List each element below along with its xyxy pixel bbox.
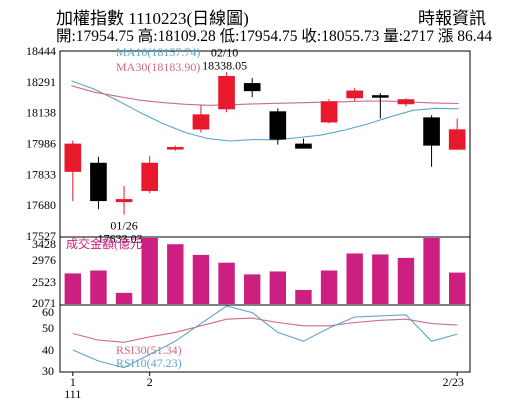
candle-body [448, 129, 466, 150]
volume-bar [448, 272, 466, 304]
volume-tick-label: 3428 [32, 237, 56, 251]
source-label: 時報資訊 [418, 9, 486, 28]
volume-bar [423, 238, 440, 304]
volume-bar [372, 254, 389, 304]
x-axis-label: 2 [147, 375, 153, 389]
volume-bar [397, 257, 415, 304]
candle-body [115, 199, 133, 203]
volume-bar [346, 253, 363, 304]
rsi-line [72, 305, 458, 369]
candle-body [64, 143, 82, 172]
ma-legend-label: MA10(18157.74) [116, 45, 200, 59]
candle-body [346, 90, 364, 99]
candle-body [423, 117, 440, 146]
volume-tick-label: 2523 [32, 275, 56, 289]
low-date-label: 01/26 [110, 219, 137, 233]
rsi-tick-label: 50 [42, 321, 54, 335]
price-tick-label: 18444 [26, 44, 56, 58]
x-axis-label: 1 [70, 375, 76, 389]
plot-frame [59, 50, 471, 373]
rsi-tick-label: 40 [42, 343, 54, 357]
candle-body [320, 101, 338, 123]
volume-tick-label: 2976 [32, 253, 56, 267]
volume-panel-title: 成交金額(億元) [66, 236, 146, 251]
rsi-line [72, 317, 458, 343]
high-date-label: 02/10 [211, 45, 238, 59]
volume-bar [192, 254, 210, 304]
volume-bar [320, 270, 338, 304]
candle-body [141, 162, 159, 192]
moving-average-line [71, 80, 459, 142]
candle-body [166, 147, 184, 150]
rsi-legend-label: RSI10(47.23) [116, 356, 182, 370]
candle-body [397, 99, 415, 105]
candle-body [218, 76, 235, 110]
price-tick-label: 18291 [26, 75, 56, 89]
volume-bar [115, 292, 133, 304]
candle-body [295, 143, 312, 149]
x-axis-label: 2/23 [443, 375, 464, 389]
volume-bar [295, 289, 312, 304]
volume-bar [141, 238, 158, 304]
volume-bar [64, 273, 82, 304]
candle-body [243, 83, 261, 92]
moving-average-line [71, 85, 459, 106]
candle-body [90, 162, 107, 202]
chart-title: 加權指數 1110223(日線圖) [56, 9, 249, 28]
candle-body [371, 95, 389, 98]
low-value-label: 17633.03 [98, 232, 143, 246]
volume-bar [167, 244, 184, 304]
price-tick-label: 17527 [26, 229, 56, 243]
price-tick-label: 17680 [26, 198, 56, 212]
ohlc-summary: 開:17954.75 高:18109.28 低:17954.75 收:18055… [56, 28, 493, 45]
volume-bar [90, 270, 107, 304]
price-tick-label: 17833 [26, 167, 56, 181]
price-tick-label: 17986 [26, 136, 56, 150]
volume-tick-label: 2071 [32, 296, 56, 310]
candle-body [192, 114, 210, 130]
volume-bar [269, 271, 287, 304]
ma-legend-label: MA30(18183.90) [116, 60, 200, 74]
x-axis-label: 111 [64, 387, 81, 401]
rsi-tick-label: 30 [42, 364, 54, 378]
high-value-label: 18338.05 [202, 58, 247, 72]
volume-bar [243, 274, 261, 304]
price-tick-label: 18138 [26, 106, 56, 120]
rsi-tick-label: 60 [42, 305, 54, 319]
volume-bar [218, 262, 235, 304]
candle-body [269, 111, 287, 140]
